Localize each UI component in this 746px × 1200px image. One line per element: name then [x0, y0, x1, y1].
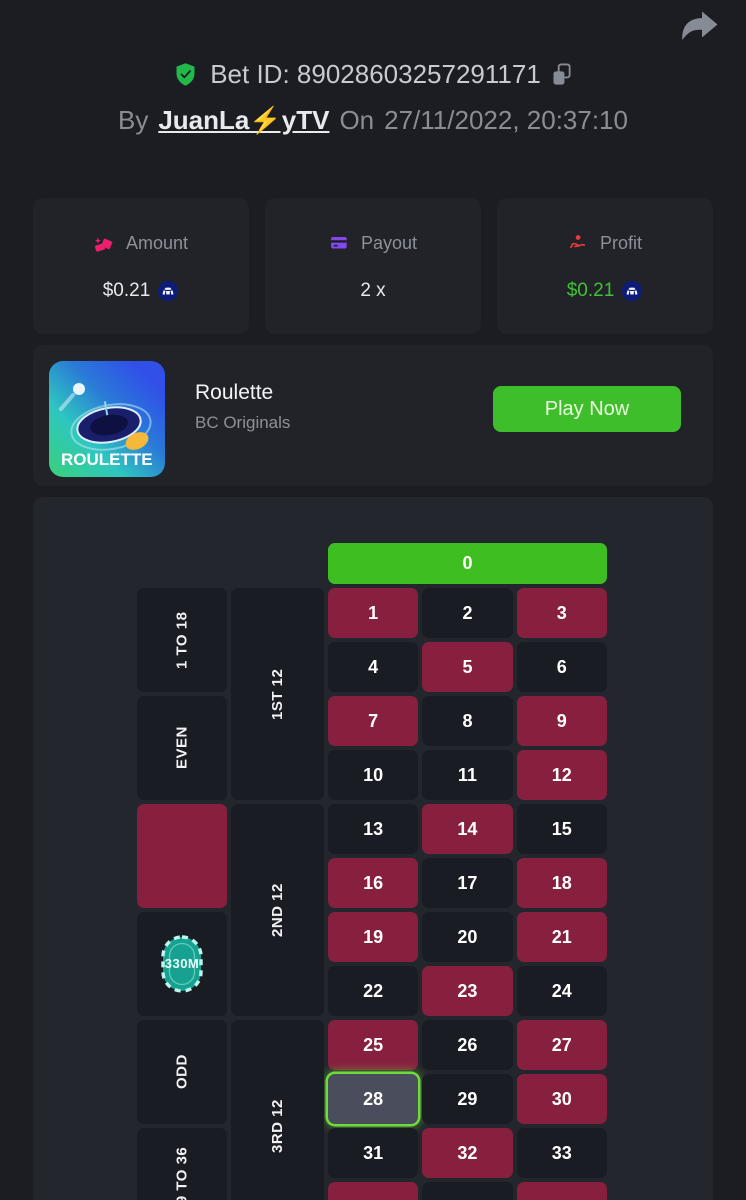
svg-text:330M: 330M — [165, 956, 200, 971]
svg-text:ROULETTE: ROULETTE — [61, 450, 153, 469]
